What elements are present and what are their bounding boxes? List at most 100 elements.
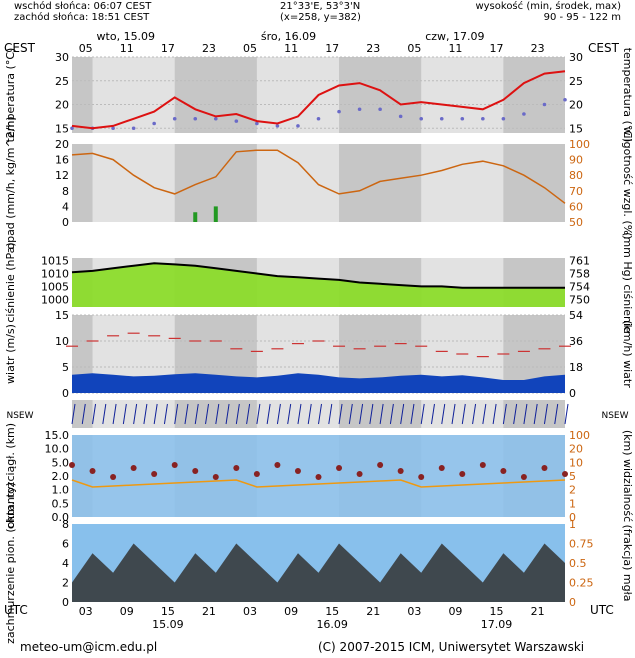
- wind-arrow: [81, 403, 86, 425]
- cloud-base-dot: [89, 468, 96, 474]
- cloud-base-dot: [500, 468, 507, 474]
- cloud-base-dot: [377, 462, 384, 468]
- top-day-label: wto, 15.09: [97, 30, 156, 43]
- wind-arrow: [133, 403, 138, 425]
- dew-point-point: [193, 116, 198, 121]
- y-tick-left: 15: [55, 122, 69, 135]
- dew-point-point: [563, 97, 567, 102]
- wind-arrow: [246, 403, 251, 425]
- dew-point-point: [439, 116, 444, 121]
- wind-arrow: [92, 403, 97, 425]
- y-tick-right: 100: [569, 429, 590, 442]
- dew-point-point: [337, 109, 341, 114]
- wind-arrow: [287, 403, 292, 425]
- y-tick-left: 1.0: [52, 484, 70, 497]
- bottom-hour-label: 03: [407, 605, 421, 618]
- top-hour-label: 17: [161, 42, 175, 55]
- y-tick-right: 0: [569, 387, 576, 400]
- wind-arrow: [256, 403, 261, 425]
- y-tick-right: 0.5: [569, 557, 587, 570]
- cloud-base-dot: [397, 468, 404, 474]
- temperature-line: [71, 70, 566, 130]
- wind-arrow: [215, 403, 220, 425]
- y-tick-right: 758: [569, 267, 590, 280]
- y-axis-label-right: (frakcja) mgła: [621, 525, 634, 602]
- top-tz-right: CEST: [588, 41, 620, 55]
- compass-label-right: NSEW: [601, 411, 628, 421]
- wind-arrow: [297, 403, 302, 425]
- y-tick-left: 20: [55, 99, 69, 112]
- y-tick-right: 0: [569, 511, 576, 524]
- y-axis-label-right: temperatura (°C): [621, 48, 634, 143]
- wind-arrow: [184, 403, 189, 425]
- dew-point-point: [378, 107, 382, 112]
- y-tick-left: 10: [55, 335, 69, 348]
- wind-arrow: [410, 403, 415, 425]
- top-hour-label: 23: [366, 42, 380, 55]
- dew-point-point: [213, 116, 218, 121]
- bottom-date-label: 16.09: [316, 618, 348, 631]
- dew-point-point: [131, 126, 136, 131]
- wind-arrow: [564, 403, 569, 425]
- dew-point-point: [255, 121, 259, 126]
- y-tick-left: 4: [62, 200, 69, 213]
- wind-arrow: [543, 403, 548, 425]
- pressure-line: [71, 262, 565, 289]
- y-tick-right: 20: [569, 99, 583, 112]
- dew-point-point: [542, 102, 547, 107]
- dew-point-point: [234, 119, 239, 123]
- precip-bar: [213, 206, 218, 222]
- wind-arrow: [276, 403, 281, 425]
- bottom-hour-label: 21: [202, 605, 216, 618]
- bottom-tz-left: UTC: [4, 603, 28, 617]
- y-axis-label-right: (km/h) wiatr: [621, 320, 634, 388]
- pressure-area: [72, 263, 565, 307]
- cloud-base-dot: [459, 471, 466, 477]
- y-axis-label-left: ciśnienie (hPa): [4, 242, 17, 322]
- y-tick-left: 1000: [41, 293, 69, 306]
- wind-arrow: [451, 403, 456, 425]
- dew-point-point: [460, 116, 465, 121]
- y-tick-right: 54: [569, 309, 583, 322]
- y-axis-label-left: zachmurzenie pion. (oktanty): [4, 482, 17, 644]
- wind-arrow: [143, 403, 148, 425]
- y-tick-right: 750: [569, 293, 590, 306]
- wind-arrow: [194, 403, 199, 425]
- bottom-hour-label: 09: [284, 605, 298, 618]
- dew-point-point: [70, 126, 74, 131]
- top-day-label: czw, 17.09: [425, 30, 484, 43]
- wind-arrow: [307, 403, 312, 425]
- cloud-base-dot: [110, 474, 117, 480]
- top-hour-label: 17: [325, 42, 339, 55]
- wind-arrow: [235, 403, 240, 425]
- cloud-base-dot: [294, 468, 301, 474]
- wind-arrow: [430, 403, 435, 425]
- y-tick-left: 0.0: [52, 511, 70, 524]
- y-tick-left: 0: [62, 216, 69, 229]
- dew-point-point: [419, 116, 424, 121]
- y-tick-right: 0.25: [569, 577, 594, 590]
- y-tick-left: 15.0: [45, 429, 70, 442]
- night-band: [72, 144, 93, 222]
- top-hour-label: 05: [407, 42, 421, 55]
- wind-arrow: [163, 403, 168, 425]
- cloud-base-dot: [151, 471, 158, 477]
- cloud-base-dot: [438, 465, 445, 471]
- cloud-base-dot: [562, 471, 568, 477]
- y-tick-right: 60: [569, 200, 583, 213]
- y-tick-left: 2: [62, 577, 69, 590]
- bottom-hour-label: 15: [490, 605, 504, 618]
- y-tick-left: 15: [55, 309, 69, 322]
- night-band: [503, 57, 565, 133]
- cloud-base-dot: [253, 471, 260, 477]
- footer-email[interactable]: meteo-um@icm.edu.pl: [20, 640, 158, 654]
- bottom-hour-label: 09: [120, 605, 134, 618]
- cloud-base-dot: [171, 462, 178, 468]
- y-tick-left: 2.0: [52, 470, 70, 483]
- y-tick-left: 5.0: [52, 456, 70, 469]
- cloud-base-dot: [233, 465, 240, 471]
- wind-arrow: [400, 403, 405, 425]
- cloud-base-dot: [274, 462, 281, 468]
- sunset-text: zachód słońca: 18:51 CEST: [14, 12, 150, 23]
